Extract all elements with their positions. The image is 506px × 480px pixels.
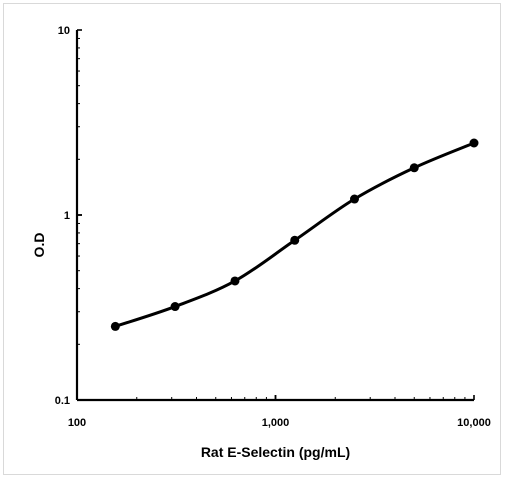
chart-frame	[3, 3, 501, 475]
data-point	[230, 276, 240, 286]
x-tick-label: 1,000	[262, 417, 290, 429]
data-point	[409, 163, 419, 173]
y-tick-label: 10	[58, 25, 70, 37]
x-tick-label: 100	[68, 417, 86, 429]
x-tick-label: 10,000	[457, 417, 491, 429]
data-point	[349, 194, 359, 204]
data-point	[290, 235, 300, 245]
x-axis-title: Rat E-Selectin (pg/mL)	[201, 444, 350, 460]
data-point	[170, 302, 180, 312]
data-point	[469, 138, 479, 148]
y-tick-label: 1	[64, 210, 70, 222]
y-axis-title: O.D	[31, 233, 47, 258]
data-point	[110, 321, 120, 331]
series-line	[114, 141, 475, 328]
x-ticks: 100 1,000 10,000	[68, 395, 491, 429]
axes	[75, 30, 474, 402]
y-ticks: 0.1 1 10	[55, 25, 82, 407]
series-layer	[110, 138, 479, 331]
y-tick-label: 0.1	[55, 395, 70, 407]
